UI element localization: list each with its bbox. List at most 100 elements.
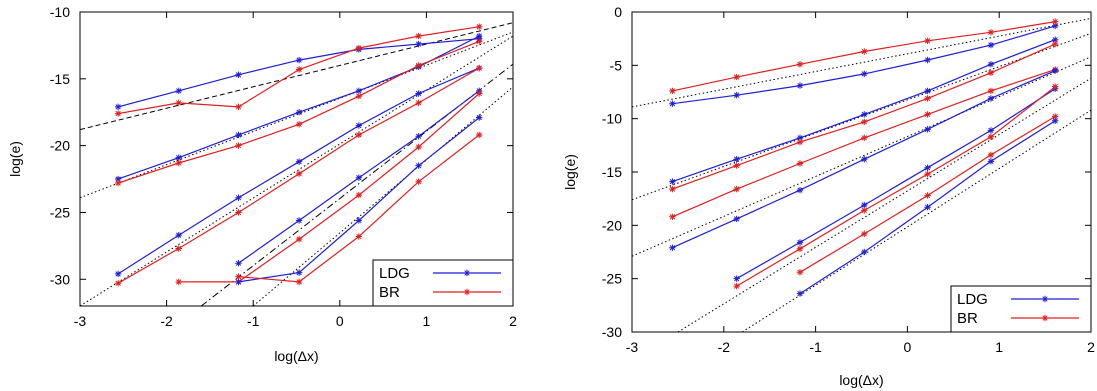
data-point bbox=[669, 100, 676, 107]
data-point bbox=[295, 235, 303, 243]
data-point bbox=[1052, 117, 1059, 124]
data-point bbox=[669, 87, 676, 95]
x-tick-label: -2 bbox=[160, 313, 173, 329]
data-point bbox=[1052, 113, 1059, 120]
data-point bbox=[114, 175, 122, 183]
data-point bbox=[669, 213, 676, 220]
x-tick-label: 0 bbox=[904, 339, 912, 355]
series-4-br bbox=[114, 38, 483, 187]
data-point bbox=[796, 186, 804, 194]
data-point bbox=[1052, 67, 1059, 74]
series-9-br bbox=[796, 113, 1059, 276]
data-point bbox=[796, 239, 804, 246]
data-point bbox=[415, 162, 422, 169]
y-tick-label: -25 bbox=[50, 204, 70, 220]
data-point bbox=[1052, 83, 1059, 90]
data-point bbox=[415, 90, 422, 97]
data-point bbox=[235, 273, 242, 280]
data-point bbox=[987, 61, 995, 68]
y-tick-label: -15 bbox=[602, 164, 622, 180]
data-point bbox=[415, 62, 422, 69]
data-point bbox=[355, 44, 363, 52]
data-point bbox=[235, 142, 242, 149]
data-point bbox=[669, 178, 676, 185]
data-point bbox=[175, 231, 182, 239]
data-point bbox=[295, 66, 303, 73]
data-point bbox=[476, 90, 483, 97]
y-tick-label: -30 bbox=[602, 324, 622, 340]
data-point bbox=[796, 134, 804, 142]
legend-swatch-marker bbox=[463, 269, 471, 277]
y-axis-label: log(e) bbox=[562, 154, 578, 190]
data-point bbox=[861, 118, 868, 126]
x-tick-label: 2 bbox=[1087, 339, 1095, 355]
series-4-br bbox=[669, 40, 1059, 193]
data-point bbox=[987, 41, 995, 49]
series-line bbox=[178, 93, 480, 283]
y-tick-label: -10 bbox=[602, 111, 622, 127]
y-tick-label: -20 bbox=[602, 217, 622, 233]
data-point bbox=[924, 192, 931, 199]
data-point bbox=[987, 158, 995, 165]
data-point bbox=[295, 121, 303, 128]
data-point bbox=[796, 269, 804, 276]
x-tick-label: -2 bbox=[718, 339, 731, 355]
x-tick-label: -1 bbox=[809, 339, 822, 355]
data-point bbox=[987, 133, 995, 140]
x-axis-label: log(Δx) bbox=[839, 372, 883, 388]
data-point bbox=[796, 245, 804, 252]
data-point bbox=[476, 32, 483, 40]
data-point bbox=[733, 185, 740, 193]
data-point bbox=[987, 151, 995, 159]
data-point bbox=[796, 160, 804, 167]
series-6-ldg bbox=[669, 67, 1059, 251]
data-point bbox=[476, 131, 483, 139]
data-point bbox=[924, 170, 931, 178]
series-line bbox=[672, 25, 1056, 105]
data-point bbox=[733, 92, 740, 99]
data-point bbox=[175, 154, 182, 161]
reference-line-2 bbox=[80, 31, 513, 199]
data-point bbox=[295, 170, 303, 177]
legend-box bbox=[372, 259, 514, 307]
series-9-ldg bbox=[235, 114, 483, 286]
data-point bbox=[924, 95, 931, 102]
reference-line-2 bbox=[632, 32, 1091, 201]
legend-swatch-marker bbox=[463, 288, 471, 296]
series-8-br bbox=[733, 83, 1059, 290]
data-point bbox=[733, 215, 740, 223]
legend-label-br: BR bbox=[379, 284, 400, 301]
series-6-br bbox=[114, 64, 483, 287]
x-tick-label: 1 bbox=[423, 313, 431, 329]
data-point bbox=[796, 138, 804, 146]
data-point bbox=[415, 99, 422, 107]
series-5-br bbox=[669, 66, 1059, 220]
series-line bbox=[736, 88, 1056, 280]
data-point bbox=[235, 194, 242, 201]
data-point bbox=[415, 133, 422, 140]
data-point bbox=[415, 143, 422, 151]
legend-label-ldg: LDG bbox=[957, 291, 988, 308]
data-point bbox=[114, 110, 122, 117]
data-point bbox=[295, 278, 303, 286]
y-tick-label: -5 bbox=[610, 57, 623, 73]
data-point bbox=[861, 48, 868, 55]
series-2-br bbox=[669, 18, 1059, 95]
y-tick-label: -20 bbox=[50, 138, 70, 154]
data-point bbox=[861, 70, 868, 78]
reference-line-1 bbox=[80, 22, 513, 131]
data-point bbox=[175, 278, 182, 286]
data-point bbox=[796, 82, 804, 89]
data-point bbox=[175, 99, 182, 107]
data-point bbox=[924, 56, 931, 64]
data-point bbox=[796, 290, 804, 297]
plot-frame bbox=[79, 11, 514, 307]
data-point bbox=[733, 282, 740, 290]
data-point bbox=[355, 174, 363, 181]
x-axis-label: log(Δx) bbox=[274, 348, 318, 364]
y-tick-label: -15 bbox=[50, 71, 70, 87]
data-point bbox=[114, 103, 122, 111]
data-point bbox=[1052, 40, 1059, 48]
x-tick-label: -3 bbox=[74, 313, 87, 329]
